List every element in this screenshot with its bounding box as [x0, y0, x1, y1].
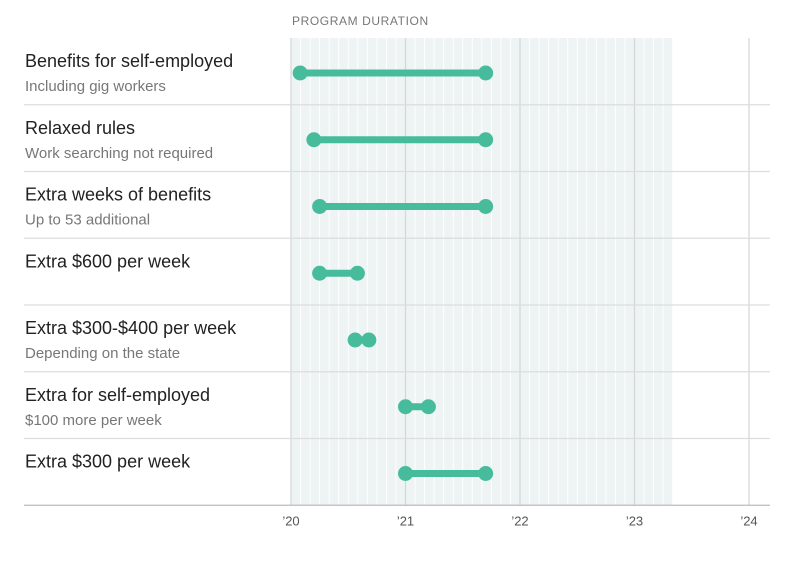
row-label: Extra weeks of benefits [25, 185, 211, 205]
bar-start-dot [347, 332, 363, 348]
bar-end-dot [420, 399, 436, 415]
row-label: Relaxed rules [25, 118, 135, 138]
row-labels: Benefits for self-employed Including gig … [25, 51, 237, 472]
bar-start-dot [312, 199, 328, 214]
chart-title: PROGRAM DURATION [292, 14, 429, 28]
bar-end-dot [478, 65, 494, 81]
x-tick-label: ’20 [282, 513, 299, 528]
bar-end-dot [361, 332, 377, 348]
row-label: Benefits for self-employed [25, 51, 233, 71]
bar-start-dot [398, 466, 413, 481]
row-separators [24, 104, 770, 506]
x-tick-label: ’24 [740, 513, 757, 528]
duration-bars [292, 65, 494, 481]
row-label: Extra $300-$400 per week [25, 318, 237, 338]
row-label: Extra $600 per week [25, 251, 191, 271]
bar-end-dot [478, 199, 494, 214]
bar-start-dot [312, 265, 328, 281]
x-axis-ticks: ’20 ’21 ’22 ’23 ’24 [282, 513, 757, 528]
x-tick-label: ’22 [511, 513, 528, 528]
row-label: Extra for self-employed [25, 385, 210, 405]
row-sublabel: Up to 53 additional [25, 212, 150, 229]
row-sublabel: $100 more per week [25, 412, 162, 429]
x-tick-label: ’21 [397, 513, 414, 528]
row-sublabel: Depending on the state [25, 345, 180, 362]
bar-end-dot [349, 265, 365, 281]
bar-start-dot [306, 132, 322, 148]
bar-start-dot [292, 65, 308, 81]
row-sublabel: Work searching not required [25, 145, 213, 162]
x-tick-label: ’23 [626, 513, 643, 528]
bar-start-dot [398, 399, 413, 415]
bar-end-dot [478, 466, 494, 481]
bar-end-dot [478, 132, 494, 148]
row-sublabel: Including gig workers [25, 78, 166, 95]
major-gridlines [290, 38, 750, 506]
row-label: Extra $300 per week [25, 452, 191, 472]
